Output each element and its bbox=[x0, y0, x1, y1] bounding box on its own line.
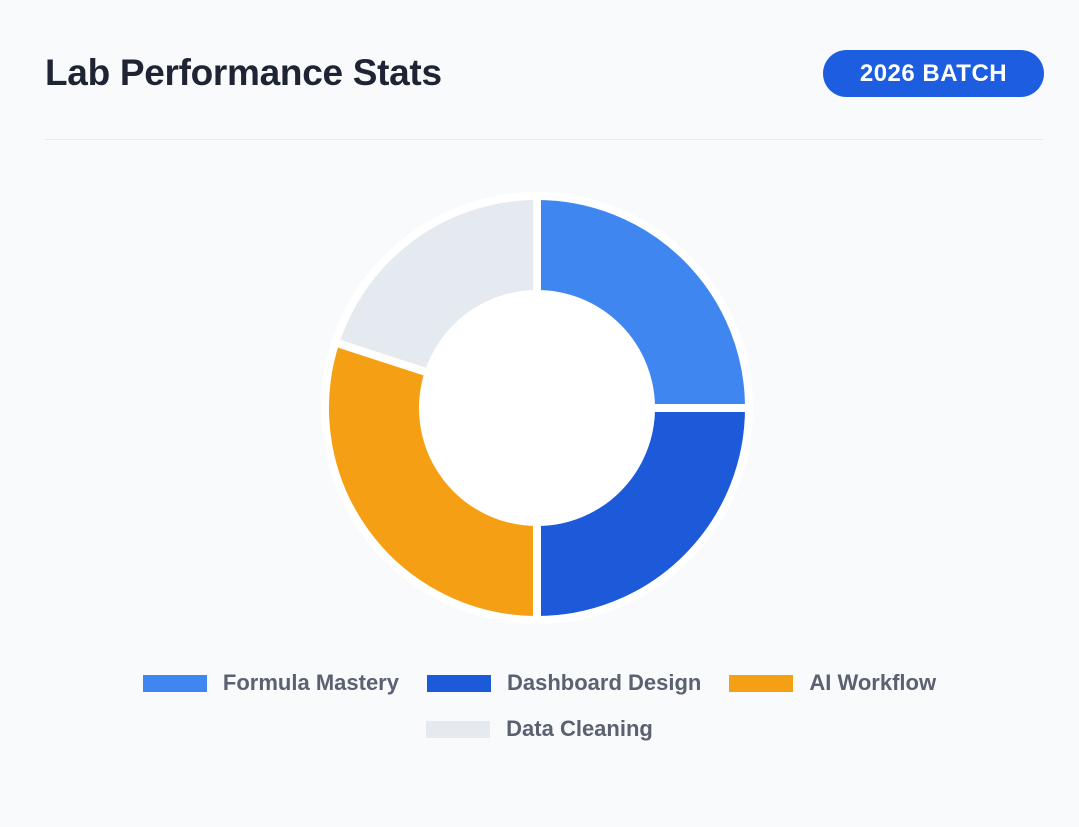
slice-dashboard-design bbox=[533, 404, 754, 625]
slice-ai-workflow bbox=[321, 337, 541, 625]
legend-label: Data Cleaning bbox=[506, 716, 653, 741]
legend-label: Dashboard Design bbox=[506, 670, 702, 695]
legend-swatch bbox=[729, 674, 794, 692]
legend-item: Formula Mastery bbox=[142, 668, 399, 698]
legend-label: Formula Mastery bbox=[222, 670, 399, 695]
batch-badge: 2026 BATCH bbox=[823, 50, 1044, 97]
legend: Formula Mastery Dashboard Design AI Workfl… bbox=[0, 668, 1079, 760]
donut-hole bbox=[426, 297, 648, 519]
legend-swatch bbox=[142, 674, 207, 692]
slice-formula-mastery bbox=[533, 191, 754, 412]
legend-item: Dashboard Design bbox=[426, 668, 702, 698]
legend-item: AI Workflow bbox=[729, 668, 936, 698]
legend-item: Data Cleaning bbox=[426, 714, 653, 744]
page-title: Lab Performance Stats bbox=[45, 52, 442, 93]
slice-data-cleaning bbox=[330, 191, 541, 378]
legend-label: AI Workflow bbox=[809, 670, 937, 695]
legend-swatch bbox=[426, 720, 491, 738]
legend-swatch bbox=[426, 674, 491, 692]
divider bbox=[45, 139, 1043, 140]
